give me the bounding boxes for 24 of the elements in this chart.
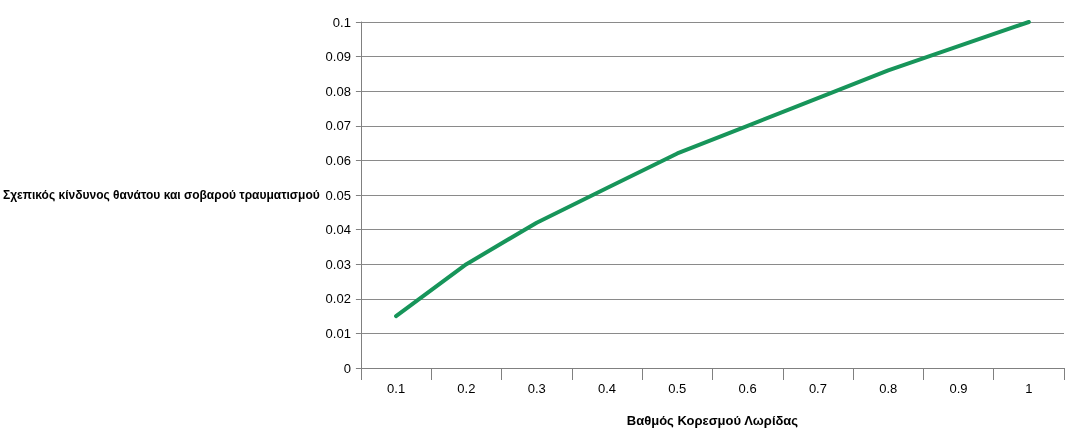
y-tick-label: 0.1 [332, 14, 351, 30]
y-tick-label: 0.07 [325, 118, 351, 134]
x-tick-label: 0.1 [387, 381, 406, 396]
y-tick-label: 0.04 [325, 222, 351, 238]
x-tick-label: 0.9 [949, 381, 968, 396]
y-tick-label: 0.06 [325, 152, 351, 168]
y-tick-label: 0.02 [325, 291, 351, 307]
x-tick-label: 0.8 [879, 381, 898, 396]
x-tick-label: 1 [1025, 381, 1033, 396]
x-tick-label: 0.3 [527, 381, 546, 396]
x-tick-label: 0.2 [457, 381, 476, 396]
x-tick-label: 0.5 [668, 381, 687, 396]
x-tick-label: 0.7 [808, 381, 827, 396]
y-tick-label: 0.08 [325, 83, 351, 99]
y-tick-label: 0.05 [325, 187, 351, 203]
y-tick-label: 0.03 [325, 256, 351, 272]
y-tick-label: 0.01 [325, 325, 351, 341]
x-axis-title: Βαθμός Κορεσμού Λωρίδας [626, 413, 799, 428]
y-axis-title: Σχεπικός κίνδυνος θανάτου και σοβαρού τραυματισμού [3, 188, 320, 202]
x-tick-label: 0.6 [738, 381, 757, 396]
y-tick-label: 0.09 [325, 49, 351, 65]
y-tick-label: 0 [343, 360, 351, 376]
x-tick-label: 0.4 [597, 381, 617, 396]
line-series [394, 20, 1031, 319]
